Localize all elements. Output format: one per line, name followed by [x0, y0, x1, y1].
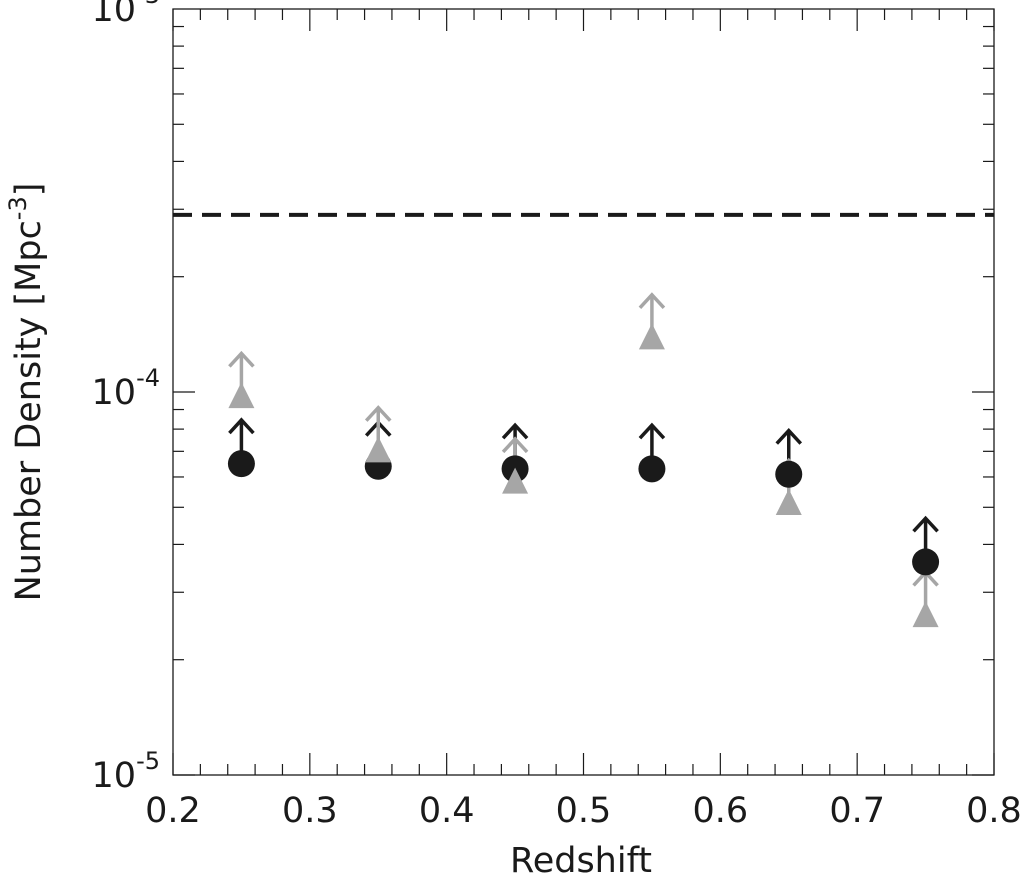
triangle-point — [638, 323, 665, 350]
axis-layer: 0.20.30.40.50.60.70.810-510-410-3 — [92, 0, 1022, 831]
x-tick-label: 0.8 — [966, 791, 1022, 831]
y-tick-exponent: -4 — [136, 364, 160, 392]
y-tick-label: 10-4 — [92, 364, 160, 413]
circle-limit-arrow-head — [775, 427, 803, 445]
circle-point — [775, 460, 803, 488]
triangle-limit-arrow-head — [364, 405, 392, 422]
x-tick-label: 0.6 — [692, 791, 748, 831]
y-tick-exponent: -5 — [136, 747, 160, 775]
y-axis-title-main: Number Density [Mpc — [9, 220, 49, 601]
y-axis-title-end: ] — [9, 183, 49, 197]
triangle-limit-arrow-head — [638, 292, 666, 309]
x-axis-title: Redshift — [510, 841, 652, 874]
triangle-point — [775, 489, 802, 516]
x-tick-label: 0.4 — [419, 791, 475, 831]
triangle-point — [365, 436, 392, 463]
plot-frame — [172, 8, 995, 776]
y-axis-title-sup: -3 — [4, 196, 32, 220]
circle-point — [912, 548, 940, 576]
y-tick-base: 10 — [92, 373, 137, 413]
circle-point — [227, 450, 255, 478]
x-tick-label: 0.5 — [556, 791, 612, 831]
y-tick-base: 10 — [92, 0, 137, 30]
plot-layer — [173, 212, 994, 628]
triangle-point — [228, 382, 255, 409]
x-tick-label: 0.7 — [829, 791, 885, 831]
x-tick-label: 0.2 — [145, 791, 201, 831]
triangle-point — [502, 467, 529, 494]
y-tick-base: 10 — [92, 756, 137, 796]
circle-limit-arrow-head — [228, 417, 255, 435]
triangle-limit-arrow-head — [228, 350, 255, 368]
circle-limit-arrow-head — [638, 422, 666, 440]
circle-point — [638, 455, 666, 483]
triangle-point — [912, 601, 939, 628]
circle-limit-arrow-head — [912, 515, 939, 533]
circle-limit-arrow-head — [501, 422, 529, 440]
y-tick-exponent: -3 — [136, 0, 160, 9]
triangle-limit-arrow-head — [501, 436, 529, 454]
y-axis-title: Number Density [Mpc-3] — [4, 183, 49, 602]
y-tick-label: 10-3 — [92, 0, 160, 30]
y-tick-label: 10-5 — [92, 747, 160, 796]
x-tick-label: 0.3 — [282, 791, 338, 831]
